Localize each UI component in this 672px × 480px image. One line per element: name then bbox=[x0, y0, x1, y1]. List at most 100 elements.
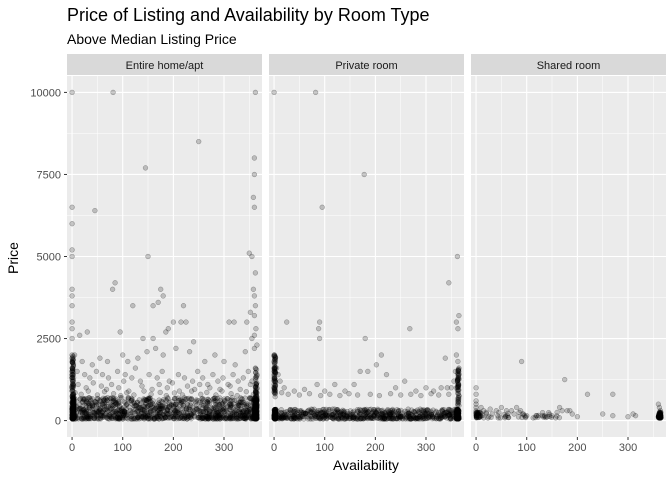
data-point bbox=[160, 352, 166, 358]
data-point bbox=[210, 410, 216, 416]
data-point bbox=[172, 408, 178, 414]
data-point bbox=[212, 414, 218, 421]
data-point bbox=[78, 406, 85, 412]
data-point bbox=[69, 415, 76, 421]
data-point bbox=[251, 293, 258, 299]
data-point bbox=[252, 406, 258, 412]
chart-title: Price of Listing and Availability by Roo… bbox=[67, 5, 430, 25]
data-point bbox=[80, 396, 86, 402]
data-point bbox=[248, 414, 254, 421]
data-point bbox=[70, 414, 77, 420]
data-point bbox=[77, 332, 83, 338]
data-point bbox=[151, 416, 157, 422]
data-point bbox=[146, 371, 152, 378]
data-point bbox=[128, 398, 135, 404]
data-point bbox=[220, 414, 226, 421]
x-tick-label: 200 bbox=[568, 442, 586, 454]
data-point bbox=[173, 401, 179, 407]
data-point bbox=[205, 396, 211, 403]
data-point bbox=[523, 414, 529, 420]
data-point bbox=[154, 403, 160, 409]
data-point bbox=[226, 397, 233, 403]
data-point bbox=[193, 398, 199, 404]
data-point bbox=[253, 400, 260, 406]
y-axis: 0 2500 5000 7500 10000 bbox=[30, 87, 67, 428]
data-point bbox=[113, 408, 119, 415]
data-point bbox=[227, 404, 234, 410]
data-point bbox=[69, 415, 75, 421]
data-point bbox=[137, 405, 144, 411]
data-point bbox=[251, 403, 258, 409]
data-point bbox=[199, 409, 205, 415]
data-point bbox=[110, 409, 116, 415]
data-point bbox=[199, 401, 205, 407]
data-point bbox=[242, 349, 248, 355]
x-tick-label: 0 bbox=[473, 442, 479, 454]
data-point bbox=[145, 396, 152, 403]
data-point bbox=[108, 396, 114, 402]
data-point bbox=[316, 319, 323, 325]
data-point bbox=[71, 398, 77, 405]
data-point bbox=[214, 413, 220, 419]
data-point bbox=[204, 415, 211, 421]
data-point bbox=[83, 410, 89, 416]
data-point bbox=[81, 396, 87, 402]
data-point bbox=[117, 414, 123, 420]
data-point bbox=[112, 410, 118, 416]
data-point bbox=[118, 392, 124, 399]
data-point bbox=[70, 413, 76, 419]
data-point bbox=[187, 414, 193, 420]
data-point bbox=[92, 207, 98, 214]
data-point bbox=[253, 326, 259, 332]
data-point bbox=[161, 408, 168, 414]
data-point bbox=[84, 329, 90, 335]
data-point bbox=[242, 395, 248, 401]
data-point bbox=[69, 415, 76, 422]
data-point bbox=[69, 416, 75, 422]
data-point bbox=[195, 398, 201, 404]
x-tick-label: 100 bbox=[114, 442, 132, 454]
data-point bbox=[244, 403, 250, 409]
data-point bbox=[456, 312, 462, 319]
data-point bbox=[70, 397, 76, 403]
data-point bbox=[162, 411, 168, 417]
data-point bbox=[70, 415, 76, 421]
data-point bbox=[127, 407, 133, 414]
data-point bbox=[189, 378, 196, 384]
data-point bbox=[251, 413, 258, 419]
data-point bbox=[136, 397, 142, 403]
data-point bbox=[156, 402, 163, 408]
data-point bbox=[69, 293, 75, 299]
data-point bbox=[131, 400, 138, 407]
data-point bbox=[224, 416, 230, 422]
data-point bbox=[81, 407, 87, 413]
data-point bbox=[203, 413, 209, 420]
data-point bbox=[78, 416, 85, 422]
data-point bbox=[100, 401, 106, 407]
data-point bbox=[361, 414, 367, 421]
data-point bbox=[600, 411, 606, 417]
data-point bbox=[218, 411, 224, 417]
data-point bbox=[113, 401, 119, 407]
data-point bbox=[102, 399, 109, 405]
data-point bbox=[69, 326, 75, 332]
data-point bbox=[69, 412, 75, 418]
data-point bbox=[73, 416, 79, 422]
data-point bbox=[99, 414, 106, 420]
data-point bbox=[215, 409, 222, 416]
data-point bbox=[252, 414, 258, 420]
data-point bbox=[245, 408, 252, 415]
data-point bbox=[162, 414, 169, 421]
data-point bbox=[211, 409, 218, 415]
data-point bbox=[456, 371, 462, 378]
data-point bbox=[166, 404, 172, 410]
data-point bbox=[243, 414, 249, 421]
data-point bbox=[254, 390, 260, 396]
data-point bbox=[284, 319, 290, 325]
data-point bbox=[149, 386, 155, 393]
data-point bbox=[231, 397, 237, 404]
data-point bbox=[75, 381, 81, 388]
data-point bbox=[237, 410, 243, 416]
data-point bbox=[254, 414, 260, 421]
